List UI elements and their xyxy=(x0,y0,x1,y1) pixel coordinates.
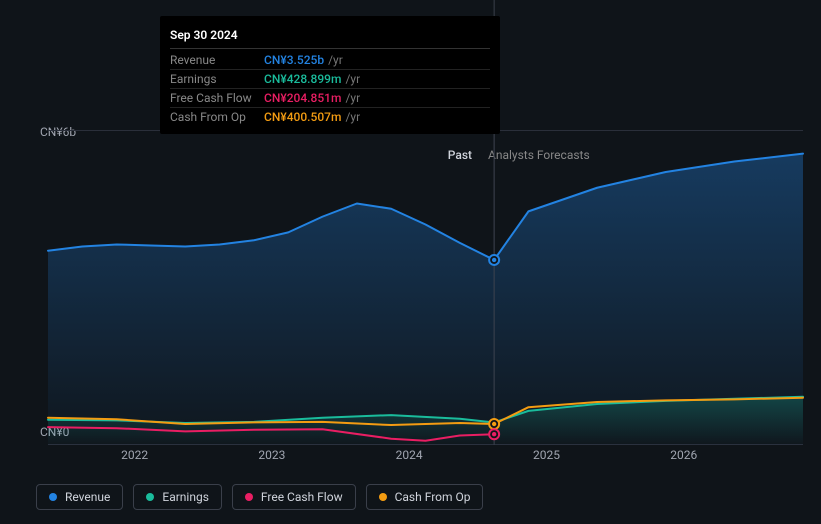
x-tick-2025: 2025 xyxy=(533,448,560,462)
tooltip-label: Cash From Op xyxy=(170,110,264,124)
plot-area[interactable]: Past Analysts Forecasts xyxy=(48,130,803,445)
tooltip-unit: /yr xyxy=(345,110,360,124)
tooltip-value: CN¥3.525b xyxy=(264,53,324,67)
legend-item-fcf[interactable]: Free Cash Flow xyxy=(232,484,356,510)
tooltip-value: CN¥400.507m xyxy=(264,110,341,124)
tooltip-row-free-cash-flow: Free Cash FlowCN¥204.851m/yr xyxy=(170,89,490,108)
tooltip-row-earnings: EarningsCN¥428.899m/yr xyxy=(170,70,490,89)
tooltip: Sep 30 2024 RevenueCN¥3.525b/yrEarningsC… xyxy=(160,16,500,134)
legend-dot-icon xyxy=(146,493,154,501)
tooltip-unit: /yr xyxy=(345,91,360,105)
x-tick-2026: 2026 xyxy=(670,448,697,462)
legend-label: Free Cash Flow xyxy=(261,490,343,504)
tooltip-label: Free Cash Flow xyxy=(170,91,264,105)
x-axis: 2022 2023 2024 2025 2026 xyxy=(66,448,785,468)
tooltip-row-revenue: RevenueCN¥3.525b/yr xyxy=(170,51,490,70)
legend-label: Cash From Op xyxy=(395,490,471,504)
x-tick-2024: 2024 xyxy=(396,448,423,462)
tooltip-row-cash-from-op: Cash From OpCN¥400.507m/yr xyxy=(170,108,490,126)
tooltip-unit: /yr xyxy=(345,72,360,86)
tooltip-label: Earnings xyxy=(170,72,264,86)
x-tick-2023: 2023 xyxy=(258,448,285,462)
tooltip-label: Revenue xyxy=(170,53,264,67)
x-tick-2022: 2022 xyxy=(121,448,148,462)
legend-item-revenue[interactable]: Revenue xyxy=(36,484,123,510)
legend-label: Earnings xyxy=(162,490,209,504)
tooltip-unit: /yr xyxy=(328,53,343,67)
legend-label: Revenue xyxy=(65,490,110,504)
tooltip-value: CN¥204.851m xyxy=(264,91,341,105)
tooltip-value: CN¥428.899m xyxy=(264,72,341,86)
legend: Revenue Earnings Free Cash Flow Cash From O… xyxy=(36,484,483,510)
legend-item-cfo[interactable]: Cash From Op xyxy=(366,484,484,510)
tooltip-title: Sep 30 2024 xyxy=(170,24,490,49)
legend-dot-icon xyxy=(379,493,387,501)
financial-chart: CN¥6b CN¥0 Past Analysts Forecasts 20222… xyxy=(18,0,803,524)
legend-dot-icon xyxy=(245,493,253,501)
legend-item-earnings[interactable]: Earnings xyxy=(133,484,222,510)
legend-dot-icon xyxy=(49,493,57,501)
